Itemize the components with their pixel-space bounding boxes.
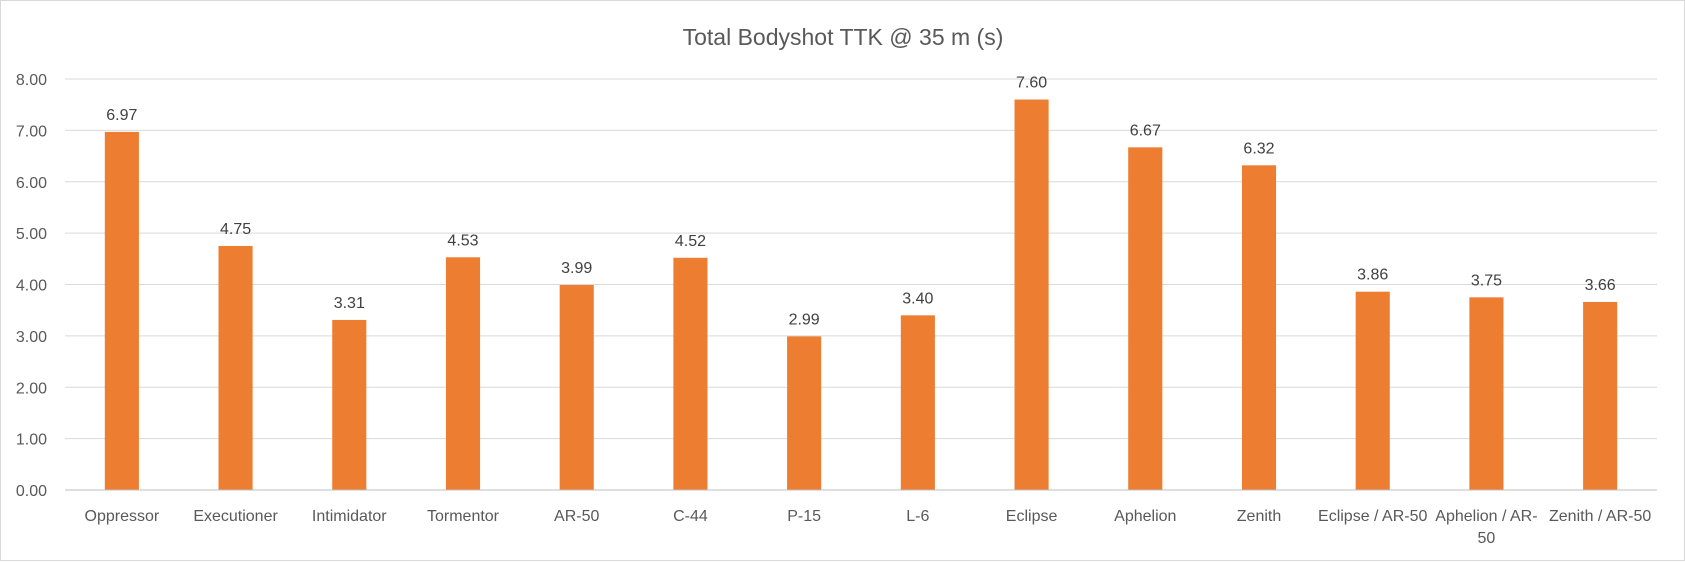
data-label: 3.75 [1471, 272, 1502, 289]
x-category-label: 50 [1478, 530, 1496, 547]
gridlines [65, 78, 1657, 440]
x-category-label: Tormentor [427, 508, 500, 525]
y-tick-label: 8.00 [16, 72, 47, 89]
data-labels: 6.97 4.75 3.31 4.53 3.99 4.52 2.99 3.40 7.60 6.67… [106, 75, 1616, 329]
y-axis-tick-labels: 0.00 1.00 2.00 3.00 4.00 5.00 6.00 7.00 8.00 [16, 72, 47, 500]
y-tick-label: 0.00 [16, 483, 47, 500]
bar [104, 131, 139, 490]
y-tick-label: 5.00 [16, 226, 47, 243]
bar [673, 257, 708, 490]
x-category-label: Executioner [193, 508, 278, 525]
data-label: 4.53 [447, 232, 478, 249]
chart-title: Total Bodyshot TTK @ 35 m (s) [683, 24, 1004, 50]
bars [104, 99, 1618, 491]
bar [332, 319, 367, 490]
bar [1583, 301, 1618, 490]
bar [559, 285, 594, 490]
data-label: 3.66 [1585, 277, 1616, 294]
bar [1355, 291, 1390, 490]
bar [1128, 147, 1163, 491]
data-label: 2.99 [789, 311, 820, 328]
bar [787, 336, 822, 490]
data-label: 3.40 [902, 290, 933, 307]
data-label: 7.60 [1016, 75, 1047, 92]
bar [1469, 297, 1504, 490]
x-category-label: Oppressor [85, 508, 160, 525]
data-label: 6.32 [1243, 140, 1274, 157]
data-label: 3.31 [334, 295, 365, 312]
y-tick-label: 7.00 [16, 123, 47, 140]
y-tick-label: 4.00 [16, 278, 47, 295]
data-label: 6.67 [1130, 122, 1161, 139]
x-category-label: L-6 [906, 508, 929, 525]
x-category-label: C-44 [673, 508, 708, 525]
x-category-label: P-15 [787, 508, 821, 525]
y-tick-label: 2.00 [16, 380, 47, 397]
x-category-label: AR-50 [554, 508, 599, 525]
x-category-label: Zenith / AR-50 [1549, 508, 1651, 525]
x-category-label: Aphelion [1114, 508, 1176, 525]
bar [900, 315, 935, 490]
x-category-label: Zenith [1237, 508, 1281, 525]
x-category-label: Eclipse [1006, 508, 1058, 525]
bar [218, 245, 253, 490]
data-label: 3.99 [561, 260, 592, 277]
data-label: 6.97 [106, 107, 137, 124]
x-category-label: Intimidator [312, 508, 387, 525]
y-tick-label: 6.00 [16, 175, 47, 192]
x-category-label: Aphelion / AR- [1435, 508, 1537, 525]
x-category-label: Eclipse / AR-50 [1318, 508, 1427, 525]
bar [445, 257, 481, 490]
data-label: 4.75 [220, 221, 251, 238]
bar [1014, 99, 1049, 491]
bar [1241, 165, 1277, 490]
data-label: 3.86 [1357, 267, 1388, 284]
y-tick-label: 3.00 [16, 329, 47, 346]
data-label: 4.52 [675, 233, 706, 250]
y-tick-label: 1.00 [16, 432, 47, 449]
x-axis-category-labels: Oppressor Executioner Intimidator Tormentor… [85, 508, 1652, 547]
